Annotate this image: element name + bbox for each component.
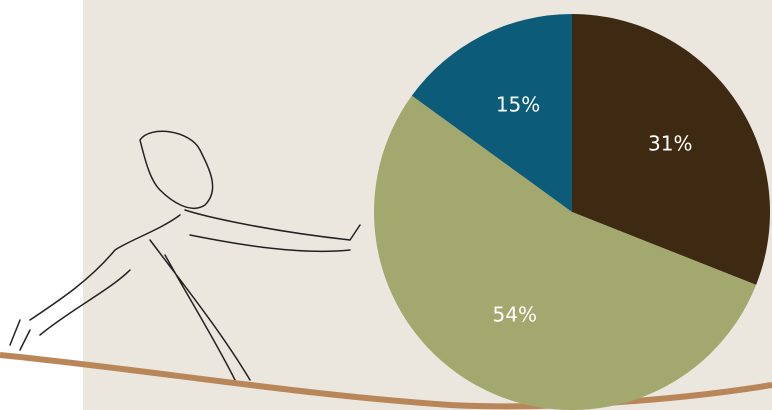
- pie-slice: [374, 95, 757, 410]
- pie-slice: [411, 14, 572, 212]
- data-label: 15%: [496, 93, 540, 117]
- rope: [0, 352, 772, 410]
- data-label: 54%: [493, 303, 537, 327]
- illustration: [9, 130, 361, 381]
- data-label: 31%: [648, 132, 692, 156]
- pie-slice: [572, 14, 770, 285]
